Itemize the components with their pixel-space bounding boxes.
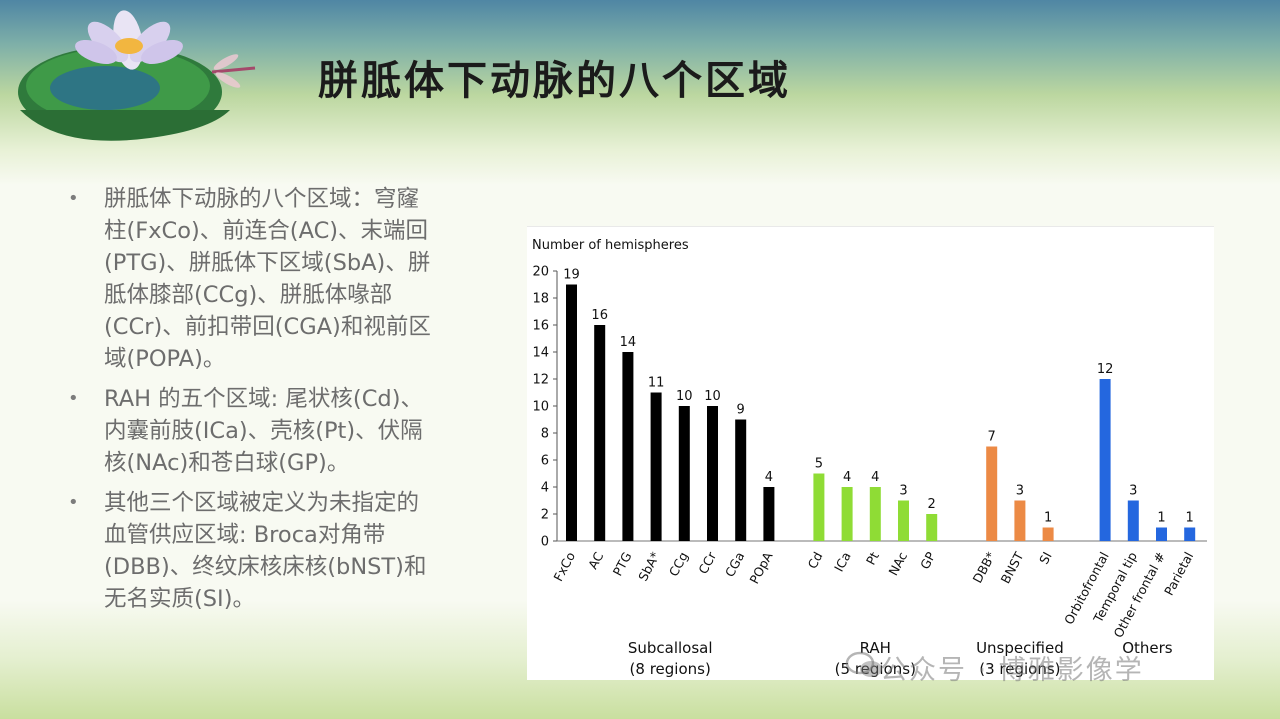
x-tick-label: DBB* (970, 549, 999, 585)
data-label: 3 (899, 484, 907, 499)
bar (1042, 527, 1054, 541)
group-label: Others (1122, 639, 1173, 657)
data-label: 10 (704, 389, 721, 404)
bullet-list: • 胼胝体下动脉的八个区域：穹窿柱(FxCo)、前连合(AC)、末端回(PTG)、… (62, 183, 434, 623)
bullet-text: RAH 的五个区域: 尾状核(Cd)、内囊前肢(ICa)、壳核(Pt)、伏隔核(… (104, 386, 423, 476)
y-tick-label: 4 (541, 481, 549, 496)
bar (650, 392, 662, 541)
data-label: 10 (676, 389, 693, 404)
x-tick-label: SbA* (635, 549, 663, 583)
bar (1014, 500, 1026, 541)
data-label: 3 (1129, 484, 1137, 499)
bar (1099, 379, 1111, 541)
x-tick-label: CCr (695, 549, 719, 577)
bar (813, 473, 825, 541)
bar (707, 406, 718, 541)
data-label: 19 (563, 268, 580, 283)
header-decoration (18, 10, 256, 141)
x-tick-label: POpA (746, 549, 775, 586)
bar (1156, 527, 1167, 541)
data-label: 11 (648, 376, 665, 391)
y-tick-label: 12 (532, 373, 549, 388)
bullet-dot-icon: • (68, 188, 79, 209)
y-tick-label: 6 (541, 454, 549, 469)
wechat-icon (845, 651, 882, 677)
bar (986, 446, 998, 541)
bullet-text: 胼胝体下动脉的八个区域：穹窿柱(FxCo)、前连合(AC)、末端回(PTG)、胼… (104, 186, 431, 372)
data-label: 3 (1016, 484, 1024, 499)
bullet-dot-icon: • (68, 388, 79, 409)
x-tick-label: Cd (804, 549, 825, 571)
bullet-text: 其他三个区域被定义为未指定的血管供应区域: Broca对角带(DBB)、终纹床核… (104, 490, 427, 612)
lily-pad-icon (18, 46, 230, 141)
x-tick-label: AC (585, 549, 606, 571)
bar-chart-panel: Number of hemispheres 0 2 4 6 8 10 12 14 16 18 20 19… (527, 226, 1214, 680)
bar (566, 284, 577, 541)
group-label: RAH (860, 639, 891, 657)
bar (869, 487, 881, 541)
y-tick-label: 0 (541, 535, 549, 550)
bar (622, 352, 634, 541)
bar (926, 514, 938, 541)
y-tick-label: 18 (532, 292, 549, 307)
bullet-dot-icon: • (68, 492, 79, 513)
group-sublabel: (8 regions) (630, 660, 711, 678)
y-axis-label: Number of hemispheres (532, 238, 689, 253)
y-tick-label: 16 (532, 319, 549, 334)
data-label: 9 (737, 403, 745, 418)
data-label: 2 (928, 497, 936, 512)
bar (1127, 500, 1139, 541)
data-label: 7 (988, 430, 996, 445)
watermark-text: 公众号 · 博雅影像学 (880, 655, 1144, 686)
dragonfly-icon (211, 54, 256, 88)
x-tick-label: BNST (998, 549, 1027, 586)
data-label: 14 (620, 335, 637, 350)
data-label: 4 (765, 470, 773, 485)
data-label: 1 (1186, 511, 1194, 526)
bullet-item: • 其他三个区域被定义为未指定的血管供应区域: Broca对角带(DBB)、终纹床… (62, 487, 434, 615)
x-tick-label: Pt (863, 549, 882, 567)
bar (841, 487, 853, 541)
y-tick-label: 10 (532, 400, 549, 415)
bar (678, 406, 690, 541)
data-label: 4 (843, 470, 851, 485)
group-label: Unspecified (976, 639, 1064, 657)
bullet-item: • 胼胝体下动脉的八个区域：穹窿柱(FxCo)、前连合(AC)、末端回(PTG)、… (62, 183, 434, 375)
lotus-flower-icon (75, 10, 183, 70)
data-label: 4 (871, 470, 879, 485)
bar (735, 419, 747, 541)
x-tick-label: CGa (722, 549, 747, 579)
bar (763, 487, 775, 541)
x-tick-label: NAc (885, 549, 910, 578)
group-label: Subcallosal (628, 639, 713, 657)
y-tick-label: 14 (532, 346, 549, 361)
data-label: 12 (1097, 362, 1114, 377)
y-tick-label: 20 (532, 265, 549, 280)
bullet-item: • RAH 的五个区域: 尾状核(Cd)、内囊前肢(ICa)、壳核(Pt)、伏隔核… (62, 383, 434, 479)
slide-title: 胼胝体下动脉的八个区域 (318, 57, 791, 104)
data-label: 5 (815, 457, 823, 472)
data-label: 16 (591, 308, 608, 323)
bar (898, 500, 909, 541)
x-tick-label: PTG (610, 549, 635, 578)
y-tick-label: 8 (541, 427, 549, 442)
bar (594, 325, 606, 541)
group-sublabel: (3 regions) (979, 660, 1060, 678)
data-label: 1 (1157, 511, 1165, 526)
bar (1184, 527, 1196, 541)
x-tick-label: ICa (831, 549, 854, 574)
x-tick-label: FxCo (550, 549, 578, 583)
y-tick-label: 2 (541, 508, 549, 523)
x-tick-label: GP (917, 549, 939, 572)
x-tick-label: SI (1036, 549, 1055, 566)
x-tick-label: CCg (666, 549, 691, 578)
data-label: 1 (1044, 511, 1052, 526)
